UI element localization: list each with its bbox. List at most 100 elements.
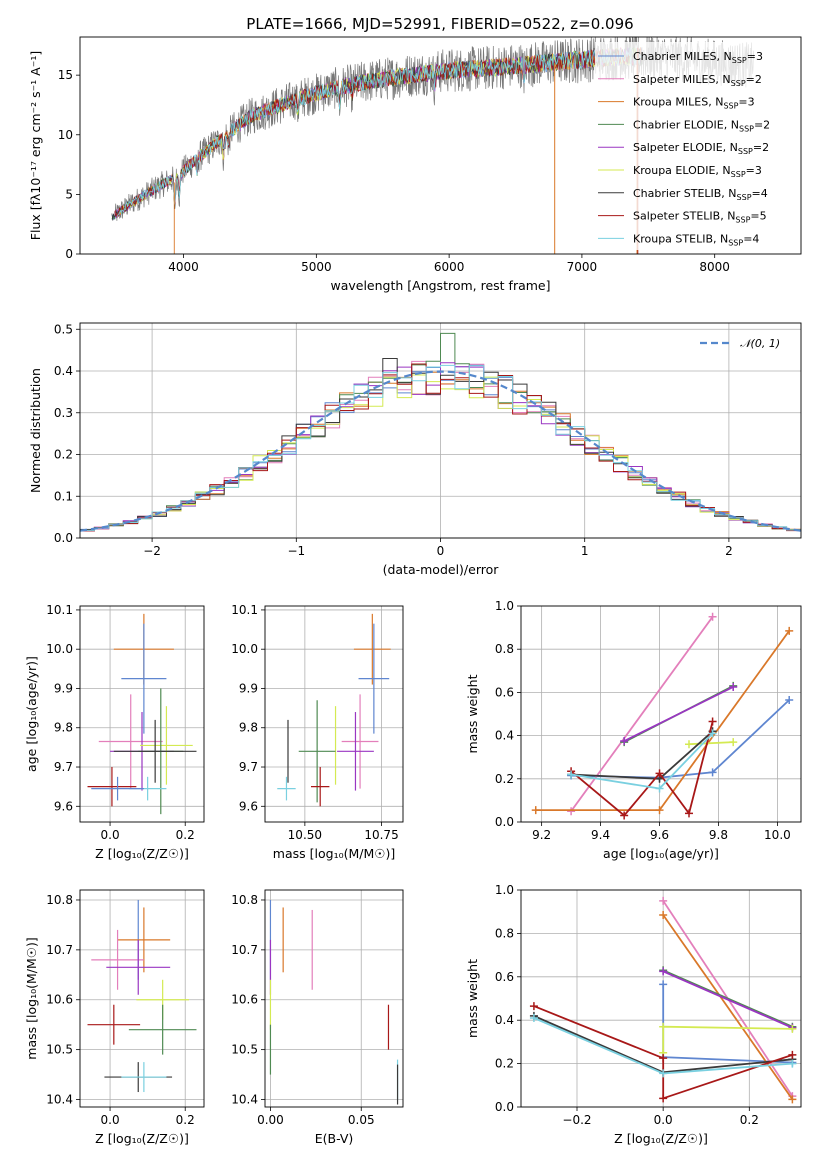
y-tick-label: 0.6 — [495, 685, 514, 699]
x-tick-label: 0 — [437, 544, 445, 558]
grid-weight-vs-age — [521, 605, 801, 823]
series-marker — [531, 806, 540, 815]
series-marker — [708, 717, 717, 726]
legend-entry: Salpeter MILES, NSSP=2 — [633, 73, 762, 88]
y-tick-label: 15 — [58, 68, 73, 82]
y-tick-label: 9.6 — [54, 799, 73, 813]
y-tick-label: 0.0 — [54, 531, 73, 545]
plot-area-weight-vs-z — [529, 896, 797, 1104]
y-tick-label: 5 — [65, 187, 73, 201]
y-tick-label: 0.0 — [495, 815, 514, 829]
point-salpeter-stelib — [87, 1004, 141, 1045]
panel-weight-vs-age: 9.2 9.4 9.6 9.8 10.0 0.0 0.2 0.4 0.6 0.8 1.0 age [l… — [465, 599, 802, 861]
x-axis-label: mass [log₁₀(M/M☉)] — [273, 846, 395, 861]
legend-entry: Kroupa ELODIE, NSSP=3 — [633, 164, 762, 179]
series-line — [533, 1005, 793, 1100]
panel-spectrum: 4000 5000 6000 7000 8000 0 5 10 15 wavelength [An… — [28, 36, 802, 293]
x-tick-label: 8000 — [699, 260, 730, 274]
y-tick-label: 0.8 — [495, 926, 514, 940]
spectrum-kroupa-elodie — [116, 48, 642, 218]
series-marker — [659, 1022, 668, 1031]
x-tick-label: 0.00 — [257, 1113, 284, 1127]
legend-entry: Kroupa STELIB, NSSP=4 — [633, 232, 759, 247]
series-line — [623, 686, 734, 742]
grid-weight-vs-z — [521, 889, 801, 1108]
axes-frame — [520, 889, 802, 1108]
legend-entry: Kroupa MILES, NSSP=3 — [633, 96, 755, 111]
y-tick-label: 10.5 — [46, 1043, 73, 1057]
axes-frame — [264, 889, 404, 1108]
legend-entry: 𝒩(0, 1) — [740, 337, 780, 350]
point-salpeter-stelib — [87, 767, 137, 807]
x-tick-label: 4000 — [168, 260, 199, 274]
axes-frame — [520, 605, 802, 823]
series-marker — [659, 1054, 668, 1063]
point-chabrier-stelib — [113, 719, 197, 783]
y-tick-label: 10.7 — [231, 943, 258, 957]
y-tick-label: 10.0 — [231, 642, 258, 656]
plot-area-weight-vs-age — [531, 612, 794, 820]
series-marker — [729, 683, 738, 691]
panel-mass-vs-ebv: 0.00 0.05 10.4 10.5 10.6 10.7 10.8 E(B-V) — [231, 889, 404, 1146]
plot-area-age-vs-mass — [277, 613, 391, 807]
y-tick-label: 9.7 — [54, 760, 73, 774]
x-tick-label: 10.50 — [288, 828, 322, 842]
x-axis-label: Z [log₁₀(Z/Z☉)] — [614, 1131, 708, 1146]
legend-entry: Chabrier ELODIE, NSSP=2 — [633, 118, 770, 133]
y-tick-label: 0.3 — [54, 406, 73, 420]
series-marker — [788, 1024, 797, 1033]
legend-entry: Chabrier STELIB, NSSP=4 — [633, 187, 768, 202]
spectrum-kroupa-stelib — [116, 47, 642, 218]
series-line — [688, 741, 734, 746]
series-marker — [659, 1069, 668, 1078]
axes-frame — [79, 36, 802, 255]
y-axis-label: Flux [fλ10⁻¹⁷ erg cm⁻² s⁻¹ A⁻¹] — [28, 51, 43, 240]
point-salpeter-miles — [341, 694, 379, 789]
series-marker — [685, 809, 693, 818]
y-tick-label: 10.6 — [46, 993, 73, 1007]
series-line — [662, 970, 793, 1029]
x-tick-label: 0.0 — [101, 1113, 120, 1127]
x-axis-label: wavelength [Angstrom, rest frame] — [330, 278, 550, 293]
x-tick-label: 0.0 — [654, 1113, 673, 1127]
x-tick-label: 0.0 — [101, 828, 120, 842]
axes-frame — [264, 605, 404, 823]
point-salpeter-miles — [98, 694, 163, 789]
series-kroupa-stelib — [529, 1014, 797, 1078]
series-marker — [659, 1094, 668, 1103]
histogram-kroupa-stelib — [80, 364, 801, 531]
series-marker — [655, 769, 664, 778]
figure-title: PLATE=1666, MJD=52991, FIBERID=0522, z=0… — [246, 15, 633, 33]
series-marker — [685, 740, 693, 749]
panel-age-vs-z: 0.0 0.2 9.6 9.7 9.8 9.9 10.0 10.1 Z [log₁₀(Z/Z☉)… — [24, 603, 205, 861]
y-tick-label: 10.4 — [231, 1093, 258, 1107]
normal-curve — [80, 370, 801, 532]
point-chabrier-miles — [358, 623, 390, 734]
axes-frame — [79, 889, 205, 1108]
y-tick-label: 10.7 — [46, 943, 73, 957]
series-salpeter-elodie — [620, 683, 738, 745]
legend-box — [595, 42, 797, 250]
x-axis-label: Z [log₁₀(Z/Z☉)] — [95, 846, 189, 861]
series-marker — [708, 768, 717, 777]
y-tick-label: 9.8 — [54, 721, 73, 735]
series-kroupa-elodie — [685, 738, 738, 749]
y-tick-label: 0.4 — [495, 729, 514, 743]
series-marker — [788, 1059, 797, 1068]
plot-area-residuals — [80, 332, 801, 532]
y-tick-label: 10.0 — [46, 642, 73, 656]
series-line — [662, 1025, 793, 1053]
x-tick-label: 10.75 — [364, 828, 398, 842]
legend-entry: Salpeter ELODIE, NSSP=2 — [633, 141, 769, 156]
plot-area-mass-vs-z — [87, 899, 197, 1093]
x-axis-label: E(B-V) — [315, 1131, 354, 1146]
x-tick-label: 7000 — [567, 260, 598, 274]
y-tick-label: 0.2 — [495, 1057, 514, 1071]
point-salpeter-miles — [91, 929, 144, 990]
series-marker — [659, 980, 668, 989]
series-marker — [659, 910, 668, 919]
y-tick-label: 9.9 — [54, 681, 73, 695]
point-chabrier-miles — [121, 623, 167, 734]
series-line — [535, 630, 790, 811]
